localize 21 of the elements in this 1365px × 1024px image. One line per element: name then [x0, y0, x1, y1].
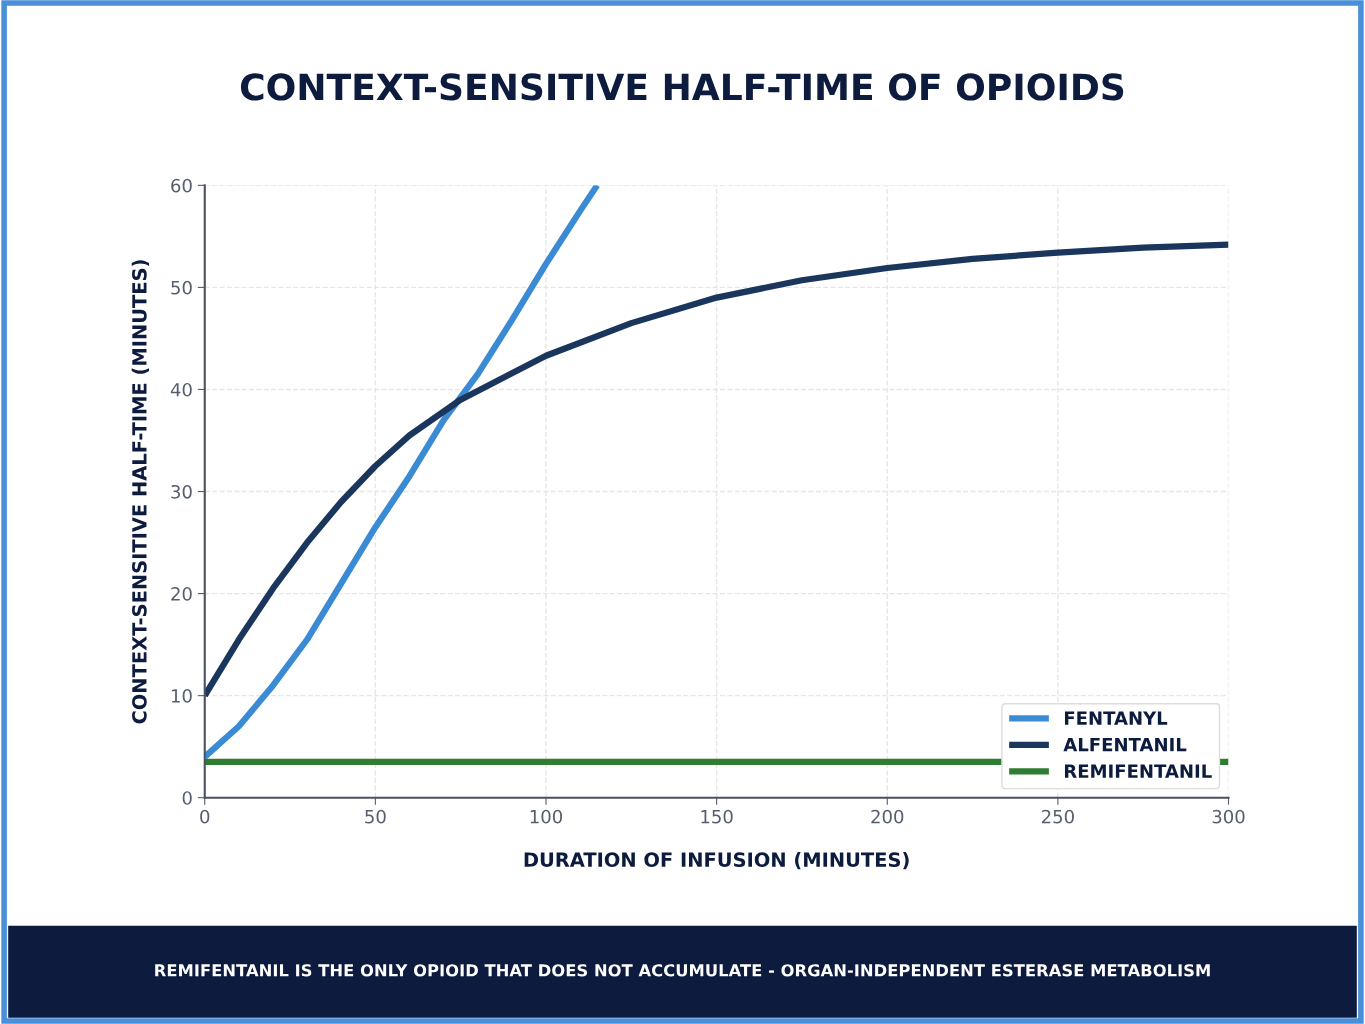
x-tick-label: 250 [1041, 809, 1074, 824]
legend-label: ALFENTANIL [1063, 738, 1187, 752]
y-tick-label: 0 [182, 791, 192, 805]
x-tick-label: 50 [365, 809, 386, 824]
y-tick-label: 40 [170, 382, 192, 397]
x-axis-title: DURATION OF INFUSION (MINUTES) [524, 852, 909, 870]
y-tick-label: 60 [171, 178, 192, 193]
y-tick-label: 30 [171, 484, 192, 499]
x-tick-label: 0 [200, 809, 210, 824]
y-tick-label: 50 [171, 280, 192, 295]
chart-title: CONTEXT-SENSITIVE HALF-TIME OF OPIOIDS [240, 73, 1124, 101]
y-tick-label: 20 [171, 587, 192, 601]
x-tick-label: 200 [871, 809, 904, 824]
x-tick-label: 150 [701, 809, 733, 824]
legend-label: FENTANYL [1064, 711, 1168, 725]
text: REMIFENTANIL IS THE ONLY OPIOID THAT DOES NOT ACCUMULATE - ORGAN-INDEPENDENT ESTERASE METABOLISM [155, 964, 1210, 977]
y-tick-label: 10 [171, 689, 192, 703]
y-axis-title: CONTEXT-SENSITIVE HALF-TIME (MINUTES) [131, 260, 150, 724]
legend-label: REMIFENTANIL [1064, 764, 1212, 778]
x-tick-label: 300 [1212, 809, 1245, 824]
x-tick-label: 100 [530, 809, 563, 824]
